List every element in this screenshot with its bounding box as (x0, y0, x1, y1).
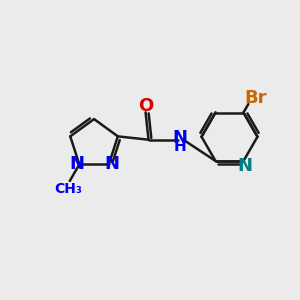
Text: N: N (238, 157, 253, 175)
Text: N: N (104, 155, 119, 173)
Text: N: N (173, 129, 188, 147)
Text: Br: Br (245, 89, 267, 107)
Text: CH₃: CH₃ (54, 182, 82, 196)
Text: O: O (138, 98, 153, 116)
Text: H: H (174, 139, 187, 154)
Text: N: N (69, 155, 84, 173)
